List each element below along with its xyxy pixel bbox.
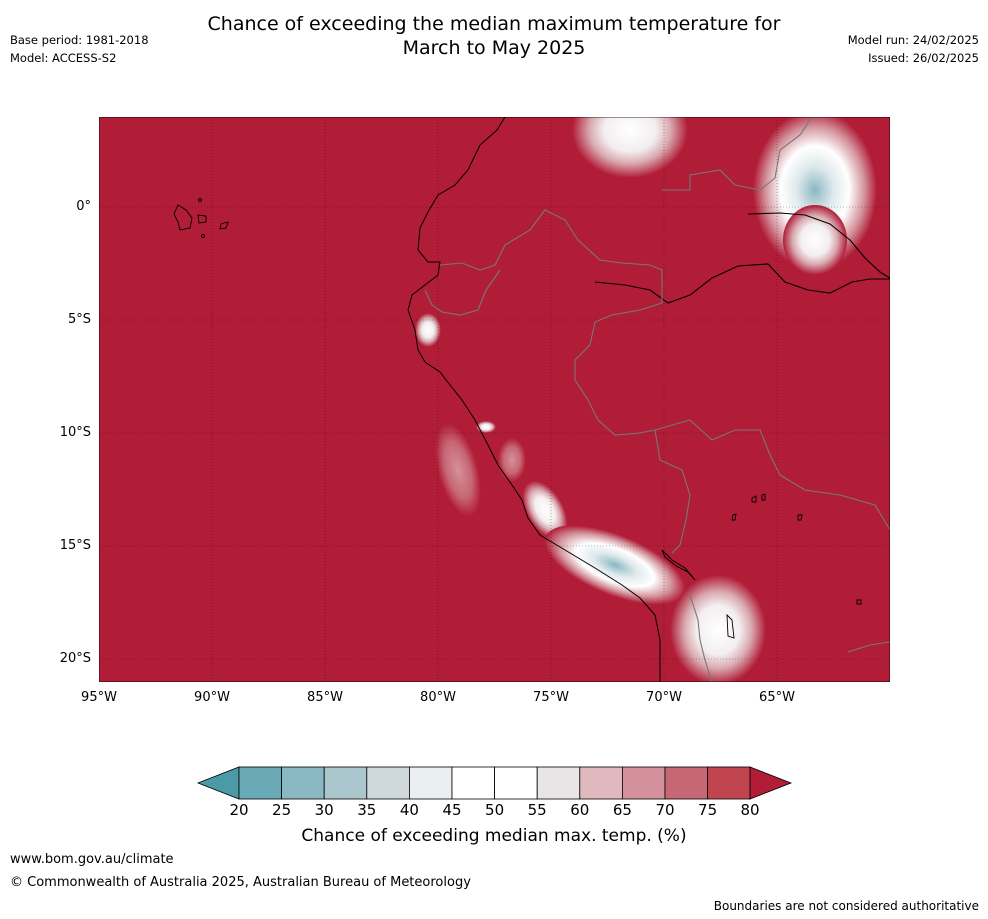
colorbar-segment — [622, 766, 666, 800]
issued-date: Issued: 26/02/2025 — [868, 51, 979, 65]
colorbar-segment — [707, 766, 751, 800]
colorbar-tick: 35 — [357, 801, 377, 819]
base-period: Base period: 1981-2018 — [10, 33, 149, 47]
blob-north-colombia — [572, 117, 688, 178]
colorbar-tick: 50 — [485, 801, 505, 819]
colorbar-extend-low — [196, 766, 240, 800]
colorbar-segment — [579, 766, 623, 800]
blob-andes-1 — [498, 438, 526, 482]
meta-left: Base period: 1981-2018 Model: ACCESS-S2 — [10, 31, 149, 67]
title-line-2: March to May 2025 — [402, 37, 586, 59]
blob-offshore-peru — [435, 423, 481, 517]
lat-label: 20°S — [59, 651, 91, 666]
lat-label: 10°S — [59, 425, 91, 440]
colorbar-segment — [451, 766, 495, 800]
graticule — [99, 117, 890, 682]
colorbar-tick: 55 — [527, 801, 547, 819]
colorbar-segment — [408, 766, 453, 800]
map-title: Chance of exceeding the median maximum t… — [0, 12, 988, 60]
lat-label: 5°S — [67, 312, 91, 327]
lon-label: 85°W — [307, 690, 343, 705]
colorbar-segment — [536, 766, 581, 800]
colorbar-tick: 20 — [229, 801, 249, 819]
blob-offshore-small — [476, 421, 496, 433]
lon-label: 65°W — [759, 690, 795, 705]
colorbar — [196, 766, 793, 800]
colorbar-segment — [281, 766, 325, 800]
blob-peru-coast — [415, 313, 441, 347]
blob-andes-3 — [544, 525, 686, 605]
colorbar-segment — [366, 766, 410, 800]
colorbar-tick: 30 — [314, 801, 334, 819]
lon-label: 95°W — [81, 690, 117, 705]
title-line-1: Chance of exceeding the median maximum t… — [207, 13, 781, 35]
lon-label: 80°W — [420, 690, 456, 705]
model-name: Model: ACCESS-S2 — [10, 51, 117, 65]
lon-label: 70°W — [646, 690, 682, 705]
lake-titicaca — [661, 549, 696, 581]
lon-label: 75°W — [533, 690, 569, 705]
colorbar-title: Chance of exceeding median max. temp. (%… — [301, 826, 687, 846]
colorbar-tick: 60 — [570, 801, 590, 819]
blob-bolivia-chile — [670, 575, 766, 682]
colorbar-tick: 75 — [698, 801, 718, 819]
colorbar-segment — [664, 766, 708, 800]
meta-right: Model run: 24/02/2025 Issued: 26/02/2025 — [848, 31, 979, 67]
colorbar-tick: 65 — [612, 801, 632, 819]
colorbar-tick: 40 — [399, 801, 419, 819]
amazon-north-estuary — [747, 212, 890, 279]
colorbar-segment — [238, 766, 282, 800]
footer-copyright: © Commonwealth of Australia 2025, Austra… — [10, 875, 471, 890]
colorbar-tick: 25 — [272, 801, 292, 819]
lon-label: 90°W — [194, 690, 230, 705]
colorbar-tick: 80 — [740, 801, 760, 819]
footer-note: Boundaries are not considered authoritat… — [713, 899, 979, 913]
lat-label: 0° — [76, 199, 91, 214]
model-run: Model run: 24/02/2025 — [847, 33, 979, 47]
colorbar-tick: 45 — [442, 801, 462, 819]
galapagos-islands — [173, 198, 229, 238]
inland-lakes — [726, 493, 862, 639]
colorbar-segment — [494, 766, 538, 800]
country-borders — [424, 117, 890, 682]
lat-label: 15°S — [59, 538, 91, 553]
amazon-river — [594, 263, 890, 304]
colorbar-extend-high — [749, 766, 793, 800]
footer-url[interactable]: www.bom.gov.au/climate — [10, 852, 174, 867]
colorbar-segment — [323, 766, 368, 800]
blob-andes-2 — [522, 480, 568, 540]
coastline — [407, 117, 661, 682]
colorbar-tick: 70 — [655, 801, 675, 819]
blob-amazon-lower — [783, 205, 847, 275]
map-plot-area — [99, 117, 890, 682]
